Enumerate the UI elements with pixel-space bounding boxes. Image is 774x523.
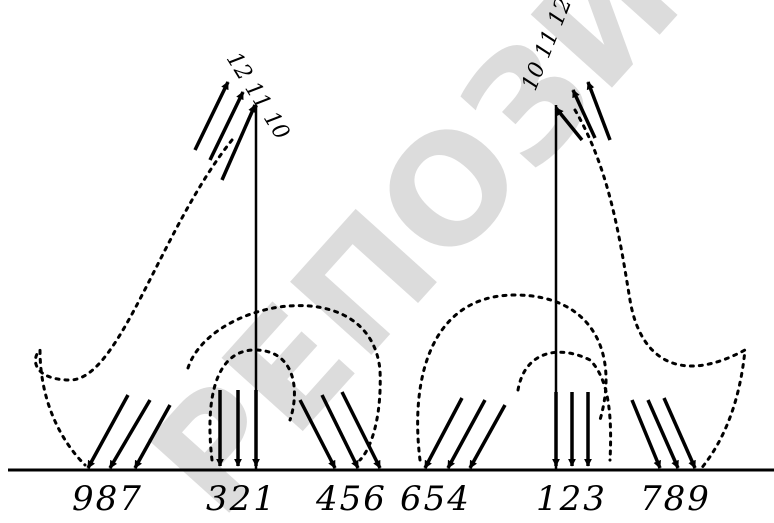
top-left-label: 12 11 10: [221, 48, 294, 144]
arrow-group-789: [630, 397, 697, 469]
left-inner-small-arc: [208, 348, 296, 462]
bottom-label-4: 654: [400, 479, 471, 519]
bottom-label-3: 456: [315, 479, 387, 519]
watermark-text: РЕПОЗИТОРИЙ БГУ: [117, 0, 774, 523]
left-outer-curve: [34, 138, 234, 467]
arrow-group-top-left: [193, 81, 257, 181]
bottom-label-6: 789: [640, 479, 711, 519]
trajectory-curves: [34, 108, 747, 472]
bottom-label-1: 987: [72, 479, 143, 519]
arrow-group-456: [298, 391, 382, 469]
arrow-group-987: [86, 394, 172, 469]
right-inner-small-arc: [516, 350, 613, 462]
arrow-group-321: [216, 390, 260, 467]
bottom-label-5: 123: [536, 479, 607, 519]
bottom-label-2: 321: [206, 479, 277, 519]
right-outer-curve: [573, 108, 747, 472]
center-big-arc: [416, 293, 608, 462]
arrow-group-123: [552, 392, 592, 467]
arrow-group-654: [423, 397, 507, 469]
left-big-arc: [186, 304, 382, 462]
arrow-group-top-right: [554, 81, 612, 142]
bottom-labels: 987 321 456 654 123 789: [72, 479, 711, 519]
